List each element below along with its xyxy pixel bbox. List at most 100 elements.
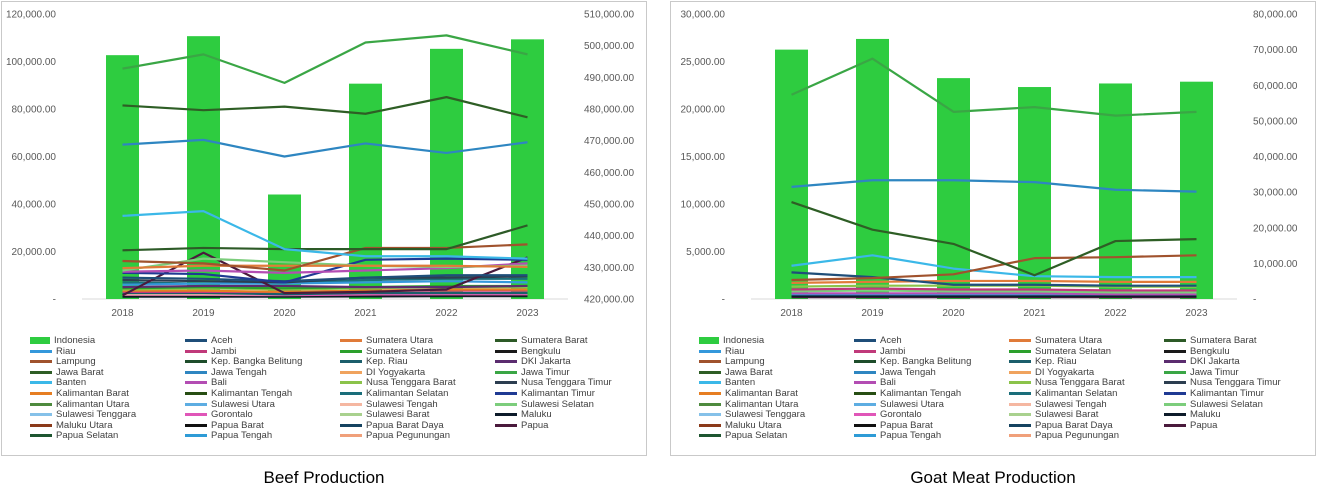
beef-legend-label: Sulawesi Utara [211,398,275,410]
goat-legend-label: DKI Jakarta [1190,356,1240,368]
beef-line-jawa-timur [122,34,528,84]
beef-legend-label: Papua [521,419,549,431]
beef-right-tick-label: 480,000.00 [584,105,634,116]
goat-legend-swatch [1009,391,1031,395]
beef-legend-label: Lampung [56,356,96,368]
goat-legend-item: Sulawesi Utara [854,399,944,410]
goat-x-tick-label: 2018 [780,308,803,319]
goat-legend-swatch [1009,381,1031,385]
beef-left-tick-label: 120,000.00 [6,10,56,21]
beef-legend-item: Jawa Barat [30,367,104,378]
beef-legend-item: Sumatera Selatan [340,346,442,357]
beef-right-tick-label: 420,000.00 [584,295,634,306]
goat-line-jawa-tengah [791,179,1197,193]
beef-legend-swatch [495,381,517,385]
goat-legend-item: Kep. Bangka Belitung [854,356,971,367]
beef-legend-item: Papua Barat Daya [340,420,444,431]
beef-x-tick-label: 2023 [516,308,539,319]
goat-legend-swatch [1164,370,1186,374]
goat-legend-item: Sumatera Barat [1164,335,1257,346]
goat-legend-label: Papua Barat [880,419,933,431]
goat-legend-item: Kalimantan Tengah [854,388,961,399]
beef-legend-item: Jambi [185,346,236,357]
goat-legend-item: Maluku [1164,409,1221,420]
beef-line-kalimantan-barat [122,288,528,293]
goat-left-tick-label: 30,000.00 [681,10,726,21]
goat-legend-label: Nusa Tenggara Timur [1190,377,1281,389]
beef-legend-item: Maluku [495,409,552,420]
goat-legend-item: Sulawesi Tenggara [699,409,805,420]
beef-legend-label: Sumatera Utara [366,335,434,346]
goat-line-lampung [791,254,1197,282]
beef-legend-label: Papua Barat Daya [366,419,444,431]
goat-legend-label: Sulawesi Selatan [1190,398,1263,410]
goat-legend-label: Sulawesi Tengah [1035,398,1107,410]
beef-legend-label: Kep. Riau [366,356,408,368]
beef-legend-item: Aceh [185,335,233,346]
beef-legend-label: Riau [56,345,76,357]
beef-legend-item: Papua Selatan [30,430,118,441]
goat-legend-label: Sulawesi Barat [1035,409,1099,421]
beef-legend-item: Nusa Tenggara Barat [340,377,456,388]
beef-legend-swatch [495,402,517,406]
goat-x-tick-label: 2020 [942,308,965,319]
goat-legend-item: DI Yogyakarta [1009,367,1094,378]
goat-legend-item: Kep. Riau [1009,356,1077,367]
goat-legend-item: Riau [699,346,745,357]
beef-legend-swatch [340,381,362,385]
goat-chart-panel: - 5,000.00 10,000.00 15,000.00 20,000.00 25,0… [670,1,1316,456]
goat-legend-swatch [1164,423,1186,427]
beef-legend-item: Gorontalo [185,409,253,420]
goat-right-tick-label: 10,000.00 [1253,259,1298,270]
goat-legend-label: Indonesia [723,335,765,346]
beef-legend-item: Papua [495,420,548,431]
goat-legend-swatch [699,402,721,406]
goat-line-aceh [791,271,1197,287]
goat-legend-item: Kalimantan Barat [699,388,798,399]
beef-legend-item: Kalimantan Tengah [185,388,292,399]
goat-x-tick-label: 2023 [1185,308,1208,319]
goat-legend-item: Sulawesi Tengah [1009,399,1107,410]
goat-legend-item: Papua Tengah [854,430,941,441]
goat-legend-label: Jawa Timur [1190,366,1239,378]
goat-legend-item: Kalimantan Utara [699,399,798,410]
beef-line-sumatera-utara [122,264,528,270]
goat-legend-label: Jawa Barat [725,366,773,378]
beef-legend-swatch [340,413,362,417]
goat-legend-item: Sumatera Utara [1009,335,1102,346]
goat-legend-item: Indonesia [699,335,764,346]
beef-legend-item: Bengkulu [495,346,561,357]
beef-legend-item: Jawa Tengah [185,367,267,378]
goat-legend-label: Sumatera Selatan [1035,345,1112,357]
beef-legend-swatch [185,413,207,417]
beef-legend-item: Papua Pegunungan [340,430,450,441]
beef-legend-swatch [340,402,362,406]
goat-legend-item: Banten [699,377,755,388]
beef-legend-label: Jawa Barat [56,366,104,378]
beef-legend-swatch [495,349,517,353]
beef-legend-label: Sulawesi Barat [366,409,430,421]
beef-x-tick-label: 2019 [192,308,215,319]
beef-x-tick-label: 2021 [354,308,377,319]
beef-legend-label: Indonesia [54,335,96,346]
goat-legend-swatch [854,423,876,427]
goat-legend-item: Nusa Tenggara Timur [1164,377,1281,388]
goat-line-jawa-barat [791,201,1197,277]
goat-left-tick-label: 25,000.00 [681,57,726,68]
goat-legend-label: Papua Tengah [880,430,942,442]
beef-legend-label: Kalimantan Utara [56,398,130,410]
beef-right-tick-label: 450,000.00 [584,200,634,211]
goat-legend-item: DKI Jakarta [1164,356,1240,367]
beef-legend-swatch [495,360,517,364]
beef-legend-item: Sulawesi Selatan [495,399,594,410]
goat-legend-swatch [854,338,876,342]
beef-x-tick-label: 2020 [273,308,296,319]
beef-legend-item: Kalimantan Barat [30,388,129,399]
goat-legend-item: Kalimantan Timur [1164,388,1264,399]
beef-line-riau [122,280,528,286]
beef-legend-swatch [495,413,517,417]
beef-legend-item: DI Yogyakarta [340,367,425,378]
goat-legend-item: Sumatera Selatan [1009,346,1111,357]
goat-x-tick-label: 2021 [1023,308,1046,319]
goat-legend-item: Papua [1164,420,1217,431]
